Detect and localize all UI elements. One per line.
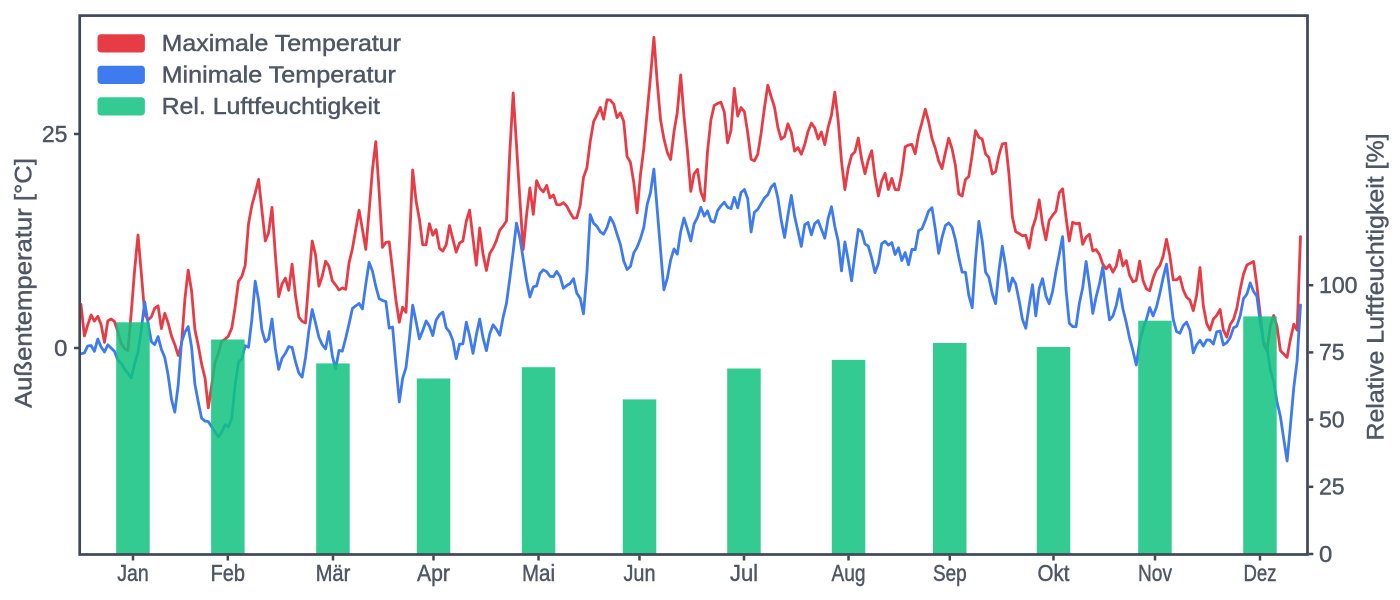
svg-text:75: 75 [1319, 339, 1345, 365]
svg-text:Mär: Mär [316, 560, 351, 586]
svg-text:Maximale Temperatur: Maximale Temperatur [162, 30, 402, 56]
svg-text:Sep: Sep [933, 560, 967, 586]
svg-text:50: 50 [1319, 406, 1345, 432]
svg-text:Jul: Jul [730, 560, 758, 586]
svg-text:Apr: Apr [417, 560, 450, 586]
svg-text:Mai: Mai [522, 560, 555, 586]
svg-text:25: 25 [42, 121, 68, 147]
svg-text:Außentemperatur [°C]: Außentemperatur [°C] [11, 158, 38, 408]
svg-text:Feb: Feb [211, 560, 245, 586]
svg-text:Rel. Luftfeuchtigkeit: Rel. Luftfeuchtigkeit [162, 93, 381, 119]
svg-text:25: 25 [1319, 474, 1345, 500]
svg-text:Okt: Okt [1038, 560, 1071, 586]
svg-text:Jun: Jun [624, 560, 656, 586]
svg-text:Dez: Dez [1244, 560, 1277, 586]
svg-text:100: 100 [1319, 272, 1358, 298]
svg-text:Jan: Jan [117, 560, 149, 586]
svg-text:Minimale Temperatur: Minimale Temperatur [162, 61, 397, 87]
svg-text:0: 0 [54, 335, 67, 361]
svg-text:Relative Luftfeuchtigkeit [%]: Relative Luftfeuchtigkeit [%] [1363, 134, 1390, 441]
svg-text:Nov: Nov [1138, 560, 1172, 586]
svg-text:0: 0 [1319, 541, 1332, 567]
svg-text:Aug: Aug [832, 560, 866, 586]
